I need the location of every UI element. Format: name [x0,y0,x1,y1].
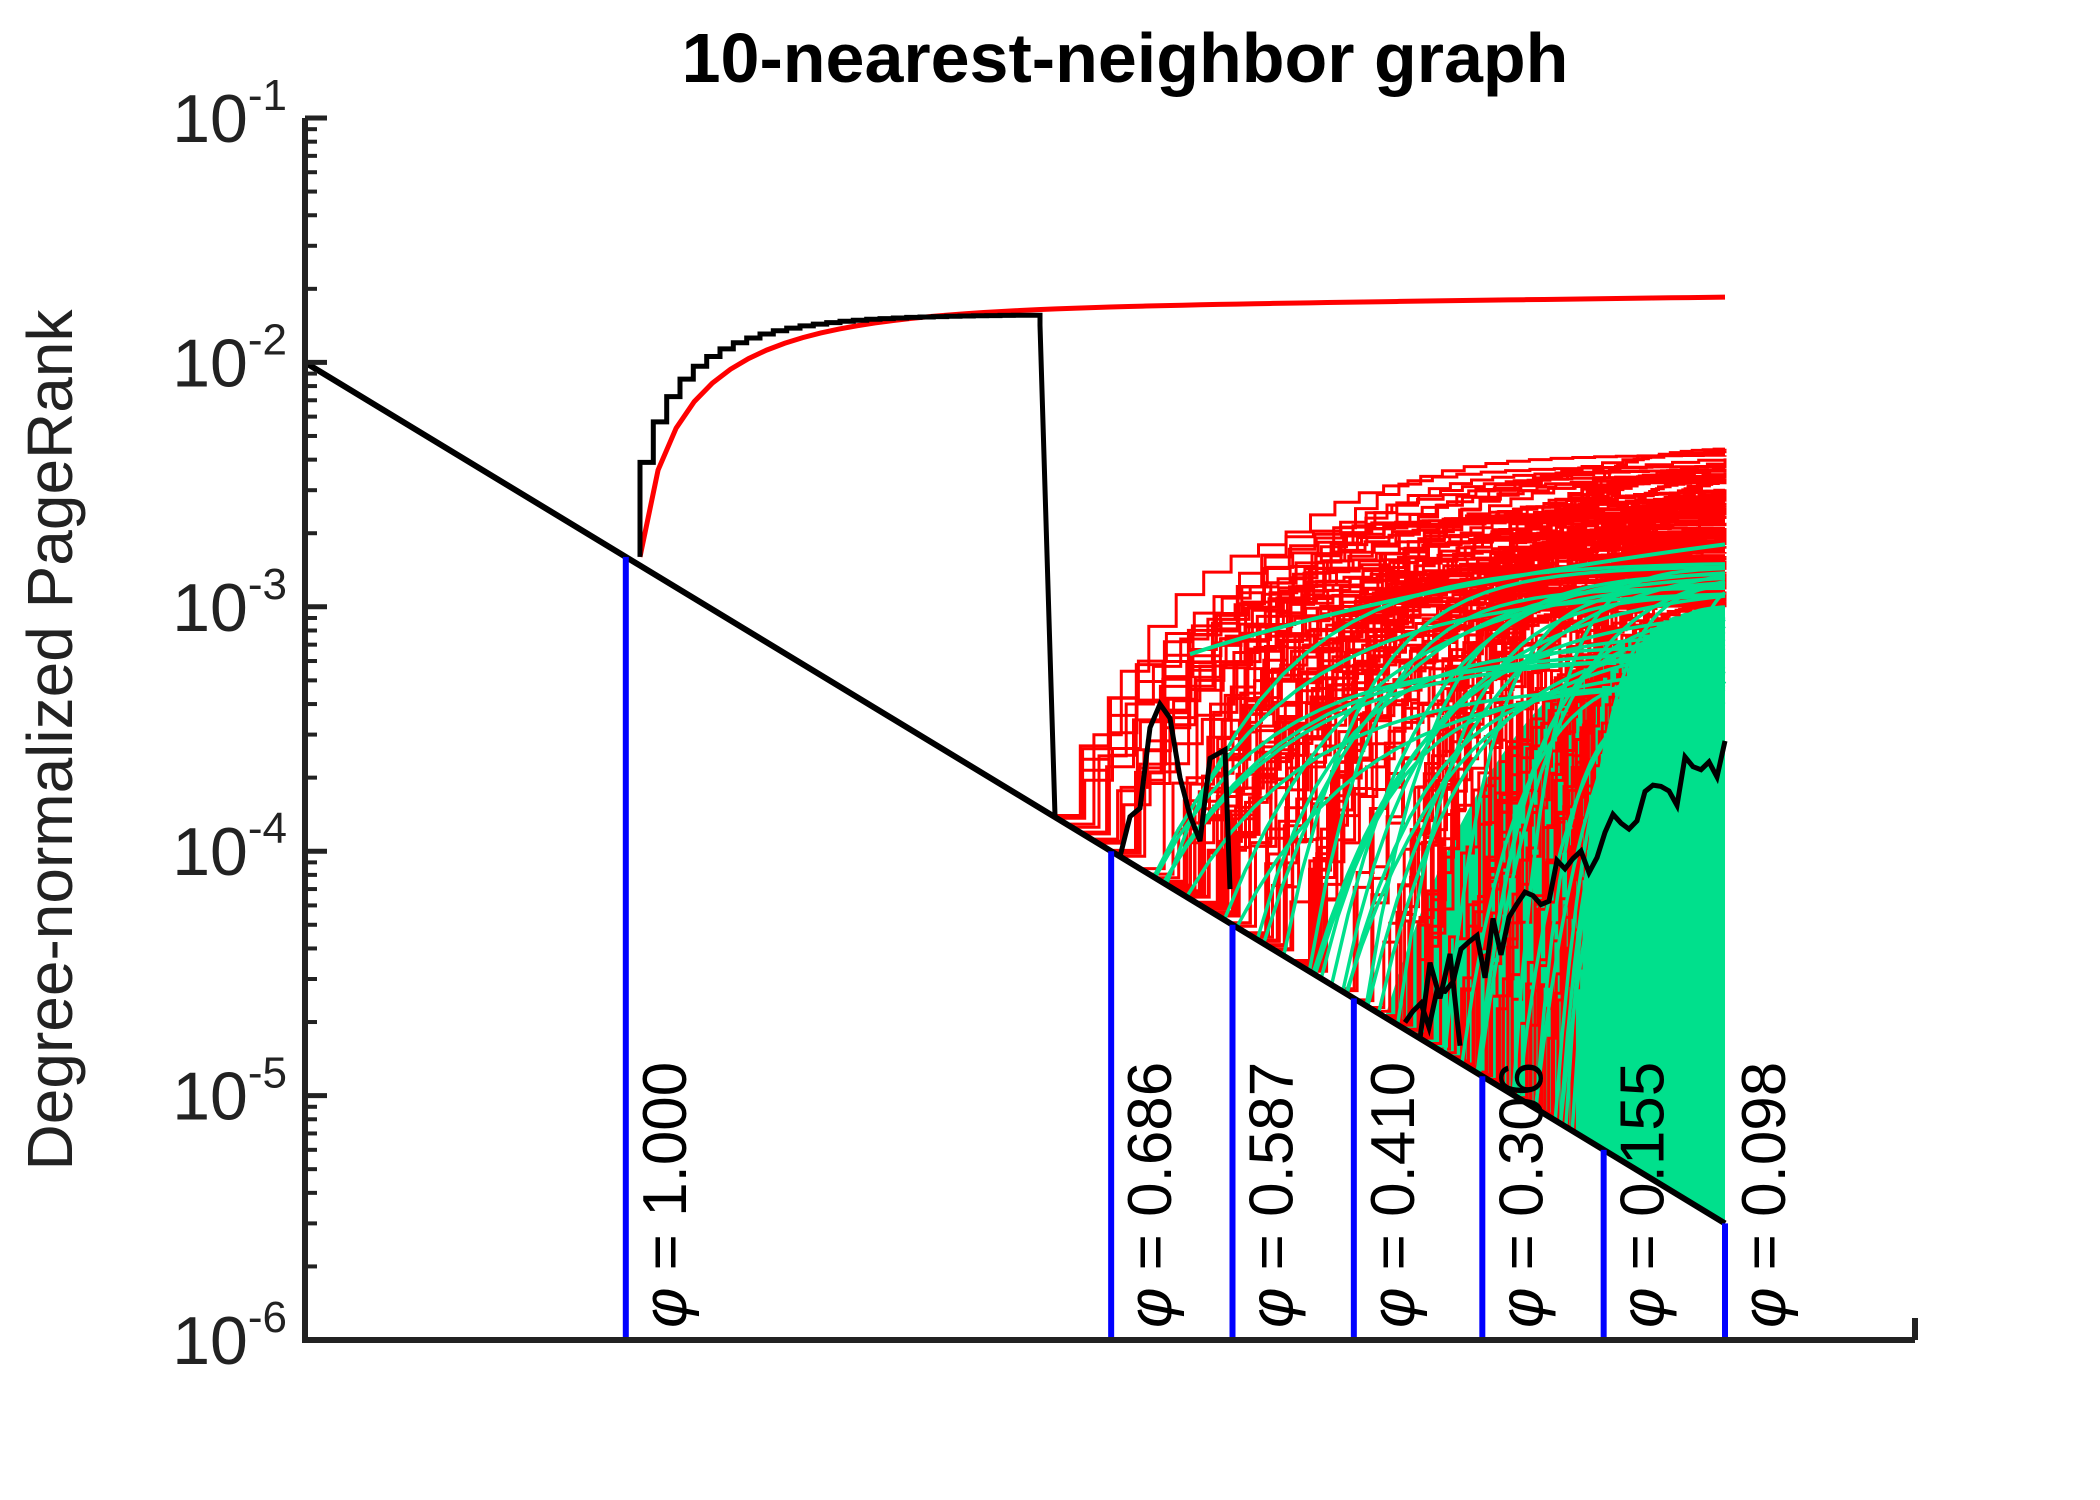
green-series-line [1153,657,1726,879]
green-series-line [1376,642,1726,1014]
green-series-line [1585,700,1726,1140]
threshold-label: φ = 0.306 [1487,1062,1556,1328]
green-series-line [1261,576,1726,945]
red-series-line [1265,468,1727,947]
red-series-line [1537,478,1727,1112]
red-series-line [1301,541,1725,969]
red-series-line [1114,510,1727,855]
red-series-line [1526,452,1725,1105]
green-series-line [1443,585,1726,1054]
y-tick-label: 10-2 [172,315,287,401]
green-series-line [1578,629,1726,1136]
plot-area: φ = 1.000 φ = 0.686 φ = 0.587 φ = 0.410 φ = … [172,71,1918,1379]
green-series-line [1511,566,1726,1096]
green-series-line [1617,605,1726,1160]
red-series-line [1119,479,1727,858]
frontier-line [303,359,1727,1226]
black-series-line [1402,740,1728,1037]
green-series-line [1329,571,1726,986]
black-series-line [637,312,1058,816]
y-tick-label: 10-5 [172,1049,287,1135]
red-series-line [1296,502,1727,965]
y-tick-label: 10-4 [172,804,287,890]
y-tick-label: 10-1 [172,71,287,157]
black-series-line [1417,953,1463,1046]
red-series-line [1214,530,1727,916]
black-series-line [1117,698,1233,890]
green-series-line [1475,615,1726,1074]
red-series-line [1530,535,1727,1108]
y-axis-label: Degree-normalized PageRank [14,309,86,1171]
green-series-line [1189,542,1726,657]
threshold-label: φ = 0.155 [1609,1062,1678,1328]
green-series-line [1656,617,1726,1183]
y-tick-label: 10-6 [172,1293,287,1379]
red-series-line [637,294,1726,558]
green-series-line [1319,685,1726,979]
green-series-line [1255,645,1726,941]
y-tick-label: 10-3 [172,560,287,646]
red-series-line [1273,475,1727,952]
threshold-label: φ = 0.410 [1359,1062,1428,1328]
threshold-label: φ = 0.098 [1730,1062,1799,1328]
threshold-label: φ = 0.686 [1116,1062,1185,1328]
chart-title: 10-nearest-neighbor graph [682,19,1569,97]
green-series-line [1477,579,1726,1075]
red-series-line [1301,461,1727,969]
green-series-line [1281,565,1726,957]
green-series-line [1534,699,1726,1110]
threshold-label: φ = 1.000 [631,1062,700,1328]
threshold-label: φ = 0.587 [1237,1062,1306,1328]
